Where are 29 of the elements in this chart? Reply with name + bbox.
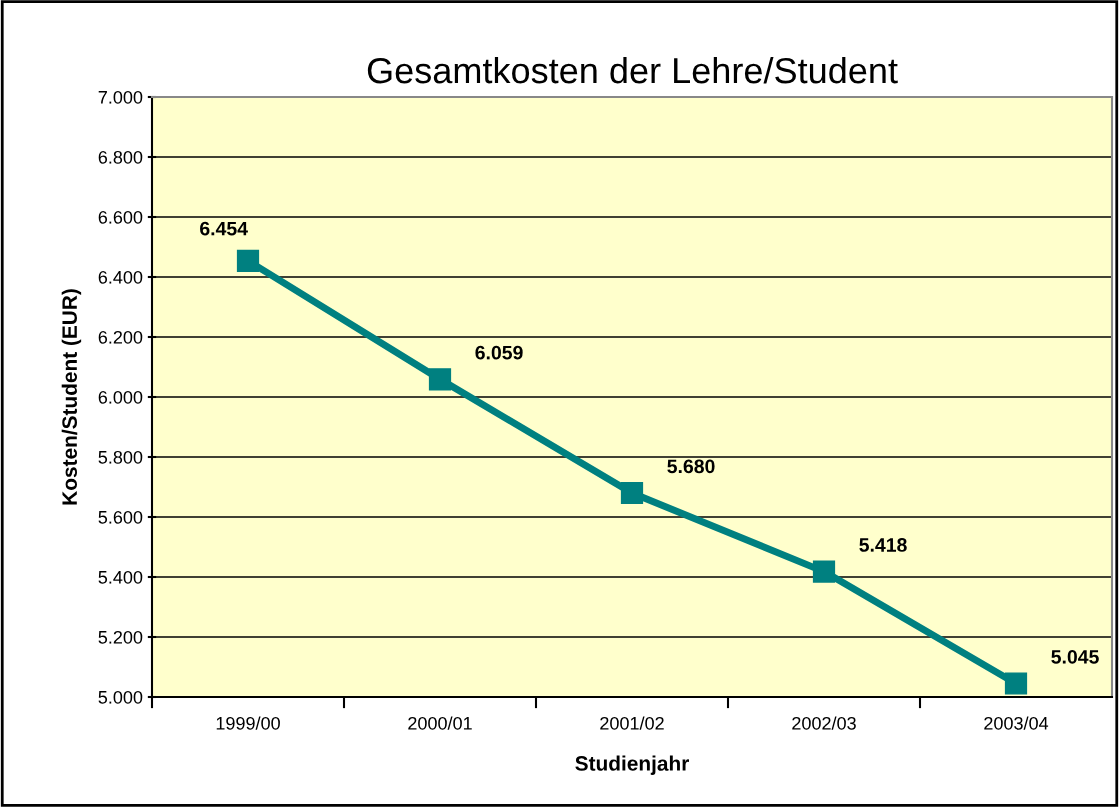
point bbox=[620, 481, 644, 505]
point bbox=[812, 560, 836, 583]
data-label: 6.059 bbox=[475, 345, 523, 360]
data-label: 6.454 bbox=[200, 221, 248, 236]
data-label: 5.680 bbox=[667, 459, 715, 474]
y-tick-label: 6.000 bbox=[98, 390, 143, 404]
x-tick-label: 2003/04 bbox=[984, 716, 1049, 730]
y-tick-label: 5.800 bbox=[98, 450, 143, 464]
y-axis-title: Kosten/Student (EUR) bbox=[61, 289, 82, 505]
point bbox=[1004, 672, 1028, 695]
point bbox=[236, 249, 260, 272]
x-tick-label: 2002/03 bbox=[792, 716, 856, 730]
y-tick-label: 6.200 bbox=[98, 330, 143, 344]
data-label: 5.045 bbox=[1051, 649, 1099, 664]
x-tick-label: 2001/02 bbox=[600, 716, 664, 730]
x-tick-label: 2000/01 bbox=[408, 716, 472, 730]
data-label: 5.418 bbox=[859, 538, 907, 552]
chart-title: Gesamtkosten der Lehre/Student bbox=[367, 56, 898, 84]
y-tick-label: 6.600 bbox=[98, 210, 143, 224]
point bbox=[428, 368, 452, 391]
y-tick-label: 5.000 bbox=[98, 690, 143, 704]
y-tick-label: 5.200 bbox=[98, 630, 143, 644]
y-tick-label: 5.400 bbox=[98, 570, 143, 584]
y-tick-label: 6.400 bbox=[98, 270, 143, 284]
y-tick-label: 5.600 bbox=[98, 510, 143, 524]
x-tick-label: 1999/00 bbox=[216, 716, 280, 730]
x-axis-title: Studienjahr bbox=[575, 755, 689, 775]
y-tick-label: 6.800 bbox=[98, 150, 143, 164]
y-tick-label: 7.000 bbox=[98, 90, 143, 104]
